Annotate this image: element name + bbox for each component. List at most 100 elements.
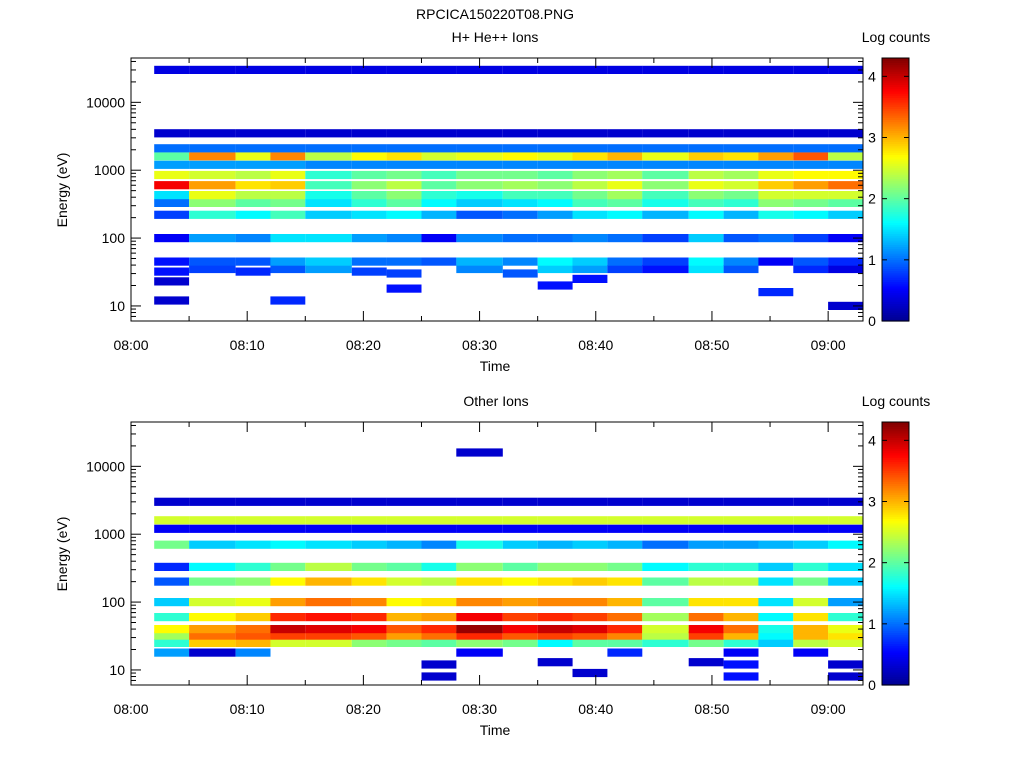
- heatmap-cell: [154, 540, 190, 549]
- colorbar-swatch: [882, 638, 909, 642]
- colorbar-tick-label: 0: [868, 677, 876, 693]
- heatmap-cell: [154, 598, 190, 607]
- heatmap-cell: [607, 631, 643, 640]
- heatmap-cell: [642, 540, 689, 549]
- heatmap-cell: [421, 191, 457, 200]
- colorbar-swatch: [882, 509, 909, 513]
- heatmap-cell: [351, 638, 387, 647]
- colorbar-swatch: [882, 119, 909, 123]
- colorbar-swatch: [882, 669, 909, 673]
- heatmap-cell: [828, 660, 863, 669]
- heatmap-cell: [642, 257, 689, 266]
- colorbar-frame: [881, 421, 910, 686]
- heatmap-cell: [502, 562, 538, 571]
- colorbar-swatch: [882, 294, 909, 298]
- heatmap-cell: [607, 65, 643, 74]
- heatmap-cell: [537, 264, 573, 274]
- heatmap-cell: [688, 631, 724, 640]
- heatmap-cell: [688, 129, 724, 138]
- heatmap-cell: [572, 191, 608, 200]
- heatmap-cell: [421, 638, 457, 647]
- heatmap-cell: [642, 638, 689, 647]
- heatmap-cell: [537, 497, 573, 506]
- heatmap-cell: [607, 598, 643, 607]
- heatmap-cell: [305, 524, 352, 533]
- heatmap-cell: [607, 625, 643, 634]
- heatmap-cell: [189, 144, 236, 153]
- x-axis: 08:00 08:10 08:20 08:30 08:40 08:50 09:00: [113, 58, 846, 353]
- colorbar-swatch: [882, 555, 909, 559]
- x-tick-label: 08:30: [462, 337, 497, 353]
- heatmap-cell: [572, 668, 608, 678]
- heatmap-cell: [235, 648, 271, 657]
- colorbar-swatch: [882, 590, 909, 594]
- colorbar-swatch: [882, 171, 909, 175]
- heatmap-cell: [758, 198, 794, 207]
- colorbar-swatch: [882, 189, 909, 193]
- heatmap-cell: [607, 257, 643, 266]
- colorbar-swatch: [882, 667, 909, 671]
- colorbar-tick-label: 2: [868, 555, 876, 571]
- colorbar-swatch: [882, 595, 909, 598]
- heatmap-cell: [572, 638, 608, 647]
- heatmap-cell: [502, 234, 538, 243]
- heatmap-cell: [537, 181, 573, 190]
- heatmap-cell: [189, 631, 236, 640]
- colorbar-swatch: [882, 643, 909, 647]
- heatmap-cell: [758, 497, 794, 506]
- heatmap-cell: [572, 181, 608, 190]
- heatmap-cell: [421, 170, 457, 180]
- heatmap-cell: [723, 160, 759, 169]
- heatmap-cell: [828, 613, 863, 622]
- colorbar-swatch: [882, 518, 909, 522]
- colorbar-swatch: [882, 235, 909, 239]
- heatmap-cell: [758, 160, 794, 169]
- heatmap-cell: [421, 524, 457, 533]
- heatmap-cell: [607, 577, 643, 586]
- colorbar: 0 1 2 3 4: [868, 422, 909, 693]
- colorbar-tick-label: 1: [868, 252, 876, 268]
- heatmap-cell: [351, 267, 387, 276]
- heatmap-cell: [386, 598, 422, 607]
- heatmap-cell: [607, 638, 643, 647]
- y-tick-label: 1000: [94, 526, 125, 542]
- heatmap-cell: [154, 65, 190, 74]
- colorbar-swatch: [882, 143, 909, 147]
- heatmap-cell: [688, 577, 724, 586]
- heatmap-cell: [758, 598, 794, 607]
- heatmap-cell: [189, 625, 236, 634]
- heatmap-cell: [723, 198, 759, 207]
- heatmap-cell: [828, 301, 863, 310]
- heatmap-cell: [607, 264, 643, 274]
- colorbar-swatch: [882, 292, 909, 296]
- heatmap-cell: [351, 234, 387, 243]
- heatmap-cell: [154, 170, 190, 180]
- colorbar-swatch: [882, 196, 909, 199]
- heatmap-cell: [154, 638, 190, 647]
- heatmap-cell: [607, 613, 643, 622]
- colorbar-swatch: [882, 108, 909, 112]
- heatmap-cell: [688, 191, 724, 200]
- colorbar-swatch: [882, 649, 909, 653]
- heatmap-cell: [456, 65, 503, 74]
- heatmap-cell: [456, 198, 503, 207]
- colorbar-tick-label: 1: [868, 616, 876, 632]
- colorbar-swatch: [882, 474, 909, 478]
- heatmap-cell: [537, 631, 573, 640]
- heatmap-cell: [607, 540, 643, 549]
- heatmap-cell: [421, 129, 457, 138]
- heatmap-cell: [793, 191, 829, 200]
- colorbar-swatch: [882, 215, 909, 219]
- heatmap-cell: [607, 152, 643, 161]
- colorbar-swatch: [882, 95, 909, 99]
- heatmap-cell: [456, 598, 503, 607]
- y-axis-label: Energy (eV): [54, 517, 70, 592]
- colorbar-swatch: [882, 566, 909, 570]
- heatmap-cell: [607, 516, 643, 525]
- heatmap-cell: [793, 524, 829, 533]
- colorbar-swatch: [882, 441, 909, 445]
- colorbar-swatch: [882, 106, 909, 110]
- colorbar-swatch: [882, 174, 909, 177]
- heatmap-cell: [386, 198, 422, 207]
- heatmap-cell: [688, 562, 724, 571]
